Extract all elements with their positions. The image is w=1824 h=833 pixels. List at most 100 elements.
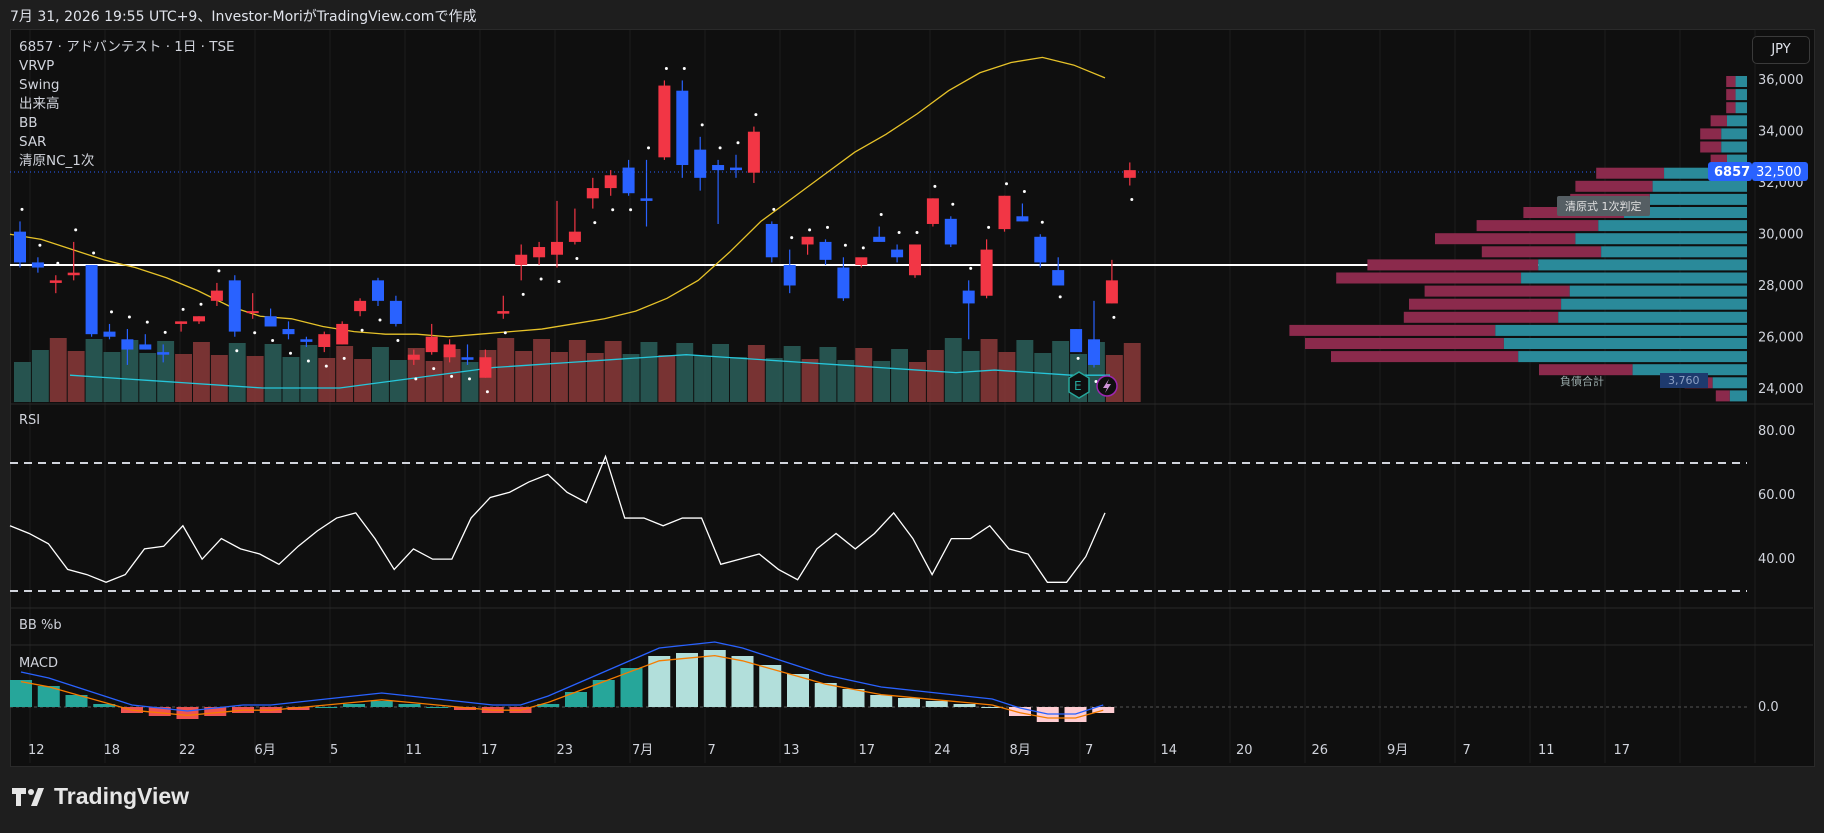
candle-body[interactable] [407, 354, 420, 360]
candle-body[interactable] [980, 249, 993, 296]
candle-body[interactable] [604, 175, 617, 189]
candle-body[interactable] [425, 336, 438, 353]
candle-body[interactable] [246, 311, 259, 314]
candle-body[interactable] [712, 165, 725, 171]
candle-body[interactable] [891, 249, 904, 258]
candle-body[interactable] [300, 339, 313, 342]
sar-point [1094, 379, 1098, 383]
macd-label[interactable]: MACD [19, 656, 58, 671]
candle-body[interactable] [264, 316, 277, 327]
candle-body[interactable] [837, 267, 850, 299]
candle-body[interactable] [551, 241, 563, 255]
candle-body[interactable] [873, 236, 886, 242]
time-tick: 26 [1312, 743, 1329, 758]
candle-body[interactable] [157, 352, 170, 355]
volume-profile-down [1575, 233, 1747, 245]
volume-bar [264, 344, 282, 402]
candle-body[interactable] [855, 257, 868, 265]
volume-profile-up [1331, 351, 1519, 363]
candle-body[interactable] [1070, 329, 1083, 353]
candle-body[interactable] [783, 264, 796, 286]
candle-body[interactable] [694, 149, 707, 178]
candle-body[interactable] [85, 264, 98, 335]
candle-body[interactable] [533, 247, 546, 258]
sar-point [360, 328, 364, 332]
candle-body[interactable] [1105, 280, 1118, 304]
macd-histogram-bar [176, 707, 199, 719]
candle-body[interactable] [461, 357, 474, 360]
candle-body[interactable] [31, 262, 44, 268]
candle-body[interactable] [443, 344, 456, 358]
currency-button[interactable]: JPY [1752, 36, 1810, 64]
volume-bar [389, 360, 407, 402]
candle-body[interactable] [1088, 339, 1100, 365]
volume-profile-down [1558, 311, 1747, 323]
volume-bar [246, 356, 264, 402]
candle-body[interactable] [1016, 216, 1029, 222]
legend-indicator-swing[interactable]: Swing [19, 77, 60, 93]
candle-body[interactable] [193, 316, 205, 322]
legend-indicator-volume[interactable]: 出来高 [19, 96, 60, 112]
rsi-label[interactable]: RSI [19, 413, 41, 428]
bbb-label[interactable]: BB %b [19, 618, 62, 633]
candle-body[interactable] [730, 167, 742, 171]
candlesticks[interactable] [14, 80, 1136, 378]
candle-body[interactable] [962, 290, 975, 304]
candle-body[interactable] [67, 272, 80, 276]
candle-body[interactable] [372, 280, 384, 301]
candle-body[interactable] [479, 357, 492, 378]
macd-histogram-bar [65, 695, 88, 707]
candle-body[interactable] [210, 290, 223, 301]
sar-point [468, 377, 471, 381]
volume-profile-up [1481, 246, 1602, 258]
candle-body[interactable] [622, 167, 635, 194]
legend-indicator-kiyohara[interactable]: 清原NC_1次 [19, 153, 95, 169]
kiyohara-overlay-label: 負債合計 [1560, 375, 1604, 388]
volume-profile-down [1601, 246, 1747, 258]
candle-body[interactable] [819, 241, 832, 260]
candle-body[interactable] [944, 218, 957, 245]
badges[interactable]: E [1068, 371, 1118, 399]
candle-body[interactable] [568, 231, 581, 242]
candle-body[interactable] [103, 331, 116, 337]
sar-point [557, 280, 561, 284]
volume-profile-up [1715, 390, 1730, 402]
bollinger-bands [9, 56, 1110, 389]
candle-body[interactable] [747, 131, 760, 173]
candle-body[interactable] [1052, 270, 1065, 286]
candle-body[interactable] [676, 90, 689, 166]
legend-symbol[interactable]: 6857 · アドバンテスト · 1日 · TSE [19, 39, 235, 55]
candle-body[interactable] [998, 195, 1011, 230]
candle-body[interactable] [515, 254, 528, 265]
candle-body[interactable] [49, 280, 62, 283]
candle-body[interactable] [765, 223, 778, 258]
candle-body[interactable] [282, 329, 295, 335]
sar-point [808, 228, 812, 232]
candle-body[interactable] [1123, 170, 1136, 178]
volume-bar [962, 351, 980, 402]
kiyohara-judgement-button[interactable]: 清原式 1次判定 [1557, 196, 1650, 216]
legend-indicator-sar[interactable]: SAR [19, 134, 47, 150]
candle-body[interactable] [14, 231, 26, 263]
candle-body[interactable] [658, 85, 671, 158]
candle-body[interactable] [926, 198, 939, 224]
tradingview-logo[interactable]: TradingView [12, 783, 189, 810]
legend-indicator-vrvp[interactable]: VRVP [19, 58, 55, 74]
candle-body[interactable] [497, 311, 510, 314]
candle-body[interactable] [336, 323, 349, 345]
candle-body[interactable] [318, 334, 331, 347]
legend-indicator-bb[interactable]: BB [19, 115, 38, 131]
candle-body[interactable] [389, 300, 402, 324]
candle-body[interactable] [801, 236, 814, 245]
candle-body[interactable] [175, 321, 188, 324]
candle-body[interactable] [121, 339, 134, 350]
candle-body[interactable] [228, 280, 241, 332]
candle-body[interactable] [909, 244, 921, 276]
candle-body[interactable] [139, 344, 152, 350]
candle-body[interactable] [640, 198, 653, 201]
candle-body[interactable] [586, 188, 599, 199]
volume-bar [228, 343, 246, 402]
candle-body[interactable] [1034, 236, 1047, 263]
candle-body[interactable] [354, 300, 367, 312]
